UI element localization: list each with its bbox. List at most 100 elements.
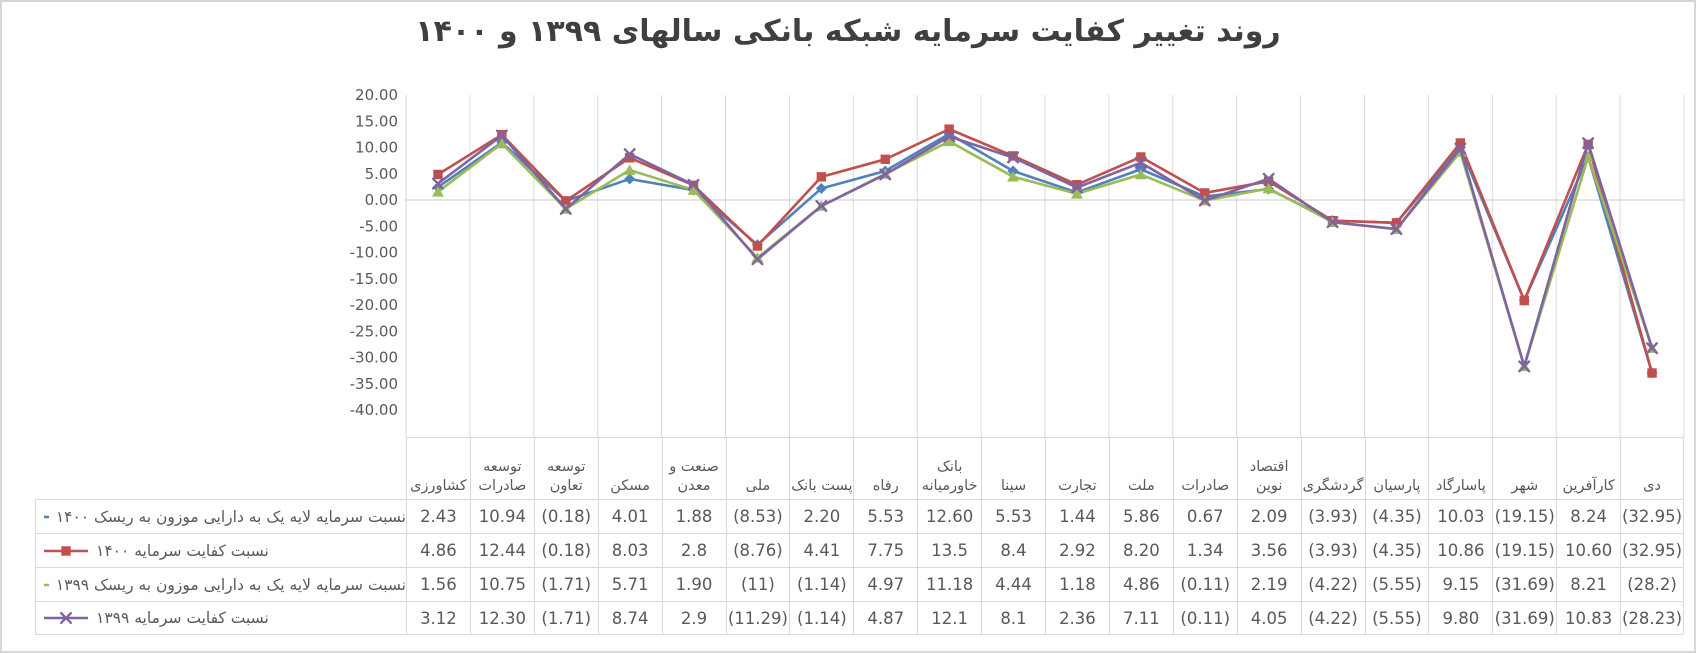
triangle-marker-icon <box>623 164 636 175</box>
table-value-cell: 0.67 <box>1172 499 1237 533</box>
table-value-cell: 2.20 <box>789 499 854 533</box>
category-label: رفاه <box>853 437 918 499</box>
category-label: صنعت و معدن <box>661 437 726 499</box>
x-marker-icon <box>1007 151 1020 164</box>
square-marker-icon <box>61 545 71 556</box>
table-value-cell: 8.21 <box>1556 567 1621 601</box>
table-value-cell: (4.22) <box>1300 601 1365 635</box>
table-value-cell: 9.15 <box>1428 567 1493 601</box>
diamond-marker-icon <box>815 182 827 194</box>
table-value-cell: 4.01 <box>597 499 662 533</box>
legend-item: نسبت سرمایه لایه یک به دارایی موزون به ر… <box>35 567 406 601</box>
category-label: دی <box>1620 437 1684 499</box>
table-value-cell: 13.5 <box>917 533 982 567</box>
category-label: ملت <box>1108 437 1173 499</box>
table-value-cell: 8.20 <box>1108 533 1173 567</box>
category-label: مسکن <box>597 437 662 499</box>
x-marker-icon <box>1134 156 1147 169</box>
series-line <box>437 134 1654 368</box>
table-value-cell: 2.19 <box>1236 567 1301 601</box>
x-marker-icon <box>815 199 828 212</box>
category-label: شهر <box>1492 437 1557 499</box>
table-value-cell: (1.71) <box>533 567 598 601</box>
table-value-cell: 7.11 <box>1108 601 1173 635</box>
category-label: تجارت <box>1045 437 1109 499</box>
square-marker-icon <box>1136 152 1146 162</box>
square-marker-icon <box>880 154 890 165</box>
table-value-cell: 4.87 <box>853 601 918 635</box>
table-value-cell: 10.83 <box>1556 601 1621 635</box>
table-value-cell: 1.56 <box>406 567 470 601</box>
category-label: اقتصاد نوین <box>1236 437 1301 499</box>
table-value-cell: (31.69) <box>1492 567 1557 601</box>
table-value-cell: 2.36 <box>1045 601 1109 635</box>
table-value-cell: 5.86 <box>1108 499 1173 533</box>
x-marker-icon <box>1518 360 1531 373</box>
category-label: صادرات <box>1172 437 1237 499</box>
line-chart-plot: 20.00 15.00 10.00 5.00 0.00 -5.00 -10.00 -15.00… <box>350 86 1685 437</box>
table-value-cell: 5.71 <box>597 567 662 601</box>
table-value-cell: (4.22) <box>1300 567 1365 601</box>
triangle-marker-icon <box>495 137 508 149</box>
table-value-cell: 10.86 <box>1428 533 1493 567</box>
table-value-cell: 12.30 <box>469 601 534 635</box>
table-corner-cell <box>35 437 406 499</box>
table-value-cell: (0.18) <box>533 533 598 567</box>
table-value-cell: (4.35) <box>1364 499 1429 533</box>
category-label: کارآفرین <box>1556 437 1621 499</box>
y-axis-tick-label: -30.00 <box>350 349 398 367</box>
table-value-cell: (5.55) <box>1364 601 1429 635</box>
x-marker-icon <box>943 130 956 143</box>
table-value-cell: (4.35) <box>1364 533 1429 567</box>
table-value-cell: 5.53 <box>853 499 918 533</box>
table-value-cell: (1.14) <box>789 567 854 601</box>
x-marker-icon <box>623 148 636 161</box>
square-marker-icon <box>1519 295 1529 306</box>
table-value-cell: 4.41 <box>789 533 854 567</box>
x-marker-icon <box>751 253 764 266</box>
y-axis-tick-label: -15.00 <box>350 270 398 288</box>
table-value-cell: 3.12 <box>406 601 470 635</box>
y-axis-tick-label: -35.00 <box>350 375 398 393</box>
table-value-cell: 10.75 <box>469 567 534 601</box>
square-marker-icon <box>1072 179 1082 190</box>
table-value-cell: 3.56 <box>1236 533 1301 567</box>
table-value-cell: 8.03 <box>597 533 662 567</box>
table-value-cell: 7.75 <box>853 533 918 567</box>
x-marker-icon <box>1646 342 1659 355</box>
x-marker-icon <box>1198 194 1211 207</box>
category-label: کشاورزی <box>406 437 470 499</box>
x-marker-icon <box>1390 223 1403 236</box>
series-line <box>437 140 1654 368</box>
table-value-cell: 8.4 <box>981 533 1045 567</box>
legend-item: نسبت کفایت سرمایه ۱۴۰۰ <box>35 533 406 567</box>
table-value-cell: (1.71) <box>533 601 598 635</box>
table-value-cell: 10.60 <box>1556 533 1621 567</box>
series-line <box>437 127 1654 374</box>
table-value-cell: (11) <box>725 567 790 601</box>
x-marker-icon <box>431 177 444 190</box>
table-value-cell: 1.88 <box>661 499 726 533</box>
legend-item: نسبت کفایت سرمایه ۱۳۹۹ <box>35 601 406 635</box>
y-axis-tick-label: 10.00 <box>355 139 398 157</box>
table-value-cell: 2.8 <box>661 533 726 567</box>
category-label: بانک خاورمیانه <box>917 437 982 499</box>
table-value-cell: 1.34 <box>1172 533 1237 567</box>
table-value-cell: 10.03 <box>1428 499 1493 533</box>
table-value-cell: (5.55) <box>1364 567 1429 601</box>
table-value-cell: (11.29) <box>725 601 790 635</box>
series-name-label: نسبت سرمایه لایه یک به دارایی موزون به ر… <box>55 575 406 594</box>
triangle-marker-icon <box>1262 182 1275 194</box>
legend-key-icon <box>44 545 88 556</box>
y-axis-tick-label: -20.00 <box>350 296 398 314</box>
table-value-cell: 2.9 <box>661 601 726 635</box>
triangle-marker-icon <box>1007 171 1020 182</box>
table-value-cell: (8.53) <box>725 499 790 533</box>
triangle-marker-icon <box>1070 188 1083 199</box>
table-value-cell: (0.11) <box>1172 567 1237 601</box>
table-value-cell: 4.97 <box>853 567 918 601</box>
table-value-cell: 4.86 <box>1108 567 1173 601</box>
square-marker-icon <box>1263 176 1274 187</box>
square-marker-icon <box>1200 188 1210 198</box>
